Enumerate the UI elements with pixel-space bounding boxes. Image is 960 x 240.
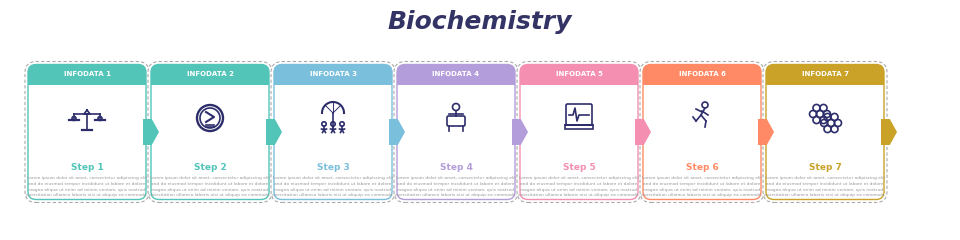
Text: INFODATA 4: INFODATA 4 xyxy=(432,72,480,78)
Bar xyxy=(766,74,884,84)
FancyBboxPatch shape xyxy=(151,65,269,199)
FancyBboxPatch shape xyxy=(397,65,515,199)
FancyBboxPatch shape xyxy=(148,61,272,203)
FancyBboxPatch shape xyxy=(763,61,887,203)
FancyBboxPatch shape xyxy=(274,65,392,84)
Text: INFODATA 2: INFODATA 2 xyxy=(186,72,233,78)
FancyBboxPatch shape xyxy=(394,61,518,203)
Text: INFODATA 3: INFODATA 3 xyxy=(309,72,356,78)
Text: Biochemistry: Biochemistry xyxy=(388,10,572,34)
FancyBboxPatch shape xyxy=(274,65,392,199)
Bar xyxy=(274,74,392,84)
Text: Lorem ipsum dolor sit amet, consectetur adipiscing elit
and do eiusmod tempor in: Lorem ipsum dolor sit amet, consectetur … xyxy=(518,176,640,197)
Polygon shape xyxy=(512,119,528,145)
FancyBboxPatch shape xyxy=(28,65,146,84)
Text: Step 6: Step 6 xyxy=(685,163,718,172)
Text: Step 1: Step 1 xyxy=(71,163,104,172)
Bar xyxy=(520,74,638,84)
Text: INFODATA 5: INFODATA 5 xyxy=(556,72,603,78)
Text: Step 7: Step 7 xyxy=(808,163,841,172)
FancyBboxPatch shape xyxy=(766,65,884,84)
FancyBboxPatch shape xyxy=(397,65,515,84)
FancyBboxPatch shape xyxy=(28,65,146,199)
Bar xyxy=(397,74,515,84)
Text: Step 4: Step 4 xyxy=(440,163,472,172)
FancyBboxPatch shape xyxy=(271,61,395,203)
Bar xyxy=(151,74,269,84)
FancyBboxPatch shape xyxy=(151,65,269,84)
Text: Step 3: Step 3 xyxy=(317,163,349,172)
FancyBboxPatch shape xyxy=(520,65,638,84)
Polygon shape xyxy=(143,119,159,145)
Text: Lorem ipsum dolor sit amet, consectetur adipiscing elit
and do eiusmod tempor in: Lorem ipsum dolor sit amet, consectetur … xyxy=(641,176,763,197)
Bar xyxy=(565,125,593,129)
FancyBboxPatch shape xyxy=(643,65,761,199)
FancyBboxPatch shape xyxy=(520,65,638,199)
FancyBboxPatch shape xyxy=(517,61,641,203)
Bar xyxy=(28,74,146,84)
Text: Lorem ipsum dolor sit amet, consectetur adipiscing elit
and do eiusmod tempor in: Lorem ipsum dolor sit amet, consectetur … xyxy=(26,176,148,197)
FancyBboxPatch shape xyxy=(766,65,884,199)
Text: Lorem ipsum dolor sit amet, consectetur adipiscing elit
and do eiusmod tempor in: Lorem ipsum dolor sit amet, consectetur … xyxy=(764,176,886,197)
Text: Step 2: Step 2 xyxy=(194,163,227,172)
Polygon shape xyxy=(635,119,651,145)
FancyBboxPatch shape xyxy=(643,65,761,84)
Bar xyxy=(643,74,761,84)
Text: Step 5: Step 5 xyxy=(563,163,595,172)
FancyBboxPatch shape xyxy=(640,61,764,203)
Text: INFODATA 7: INFODATA 7 xyxy=(802,72,849,78)
Polygon shape xyxy=(881,119,897,145)
Text: Lorem ipsum dolor sit amet, consectetur adipiscing elit
and do eiusmod tempor in: Lorem ipsum dolor sit amet, consectetur … xyxy=(272,176,394,197)
Text: INFODATA 1: INFODATA 1 xyxy=(63,72,110,78)
Text: INFODATA 6: INFODATA 6 xyxy=(679,72,726,78)
FancyBboxPatch shape xyxy=(25,61,149,203)
Text: Lorem ipsum dolor sit amet, consectetur adipiscing elit
and do eiusmod tempor in: Lorem ipsum dolor sit amet, consectetur … xyxy=(396,176,516,197)
Polygon shape xyxy=(266,119,282,145)
Polygon shape xyxy=(389,119,405,145)
Polygon shape xyxy=(758,119,774,145)
Text: Lorem ipsum dolor sit amet, consectetur adipiscing elit
and do eiusmod tempor in: Lorem ipsum dolor sit amet, consectetur … xyxy=(149,176,271,197)
